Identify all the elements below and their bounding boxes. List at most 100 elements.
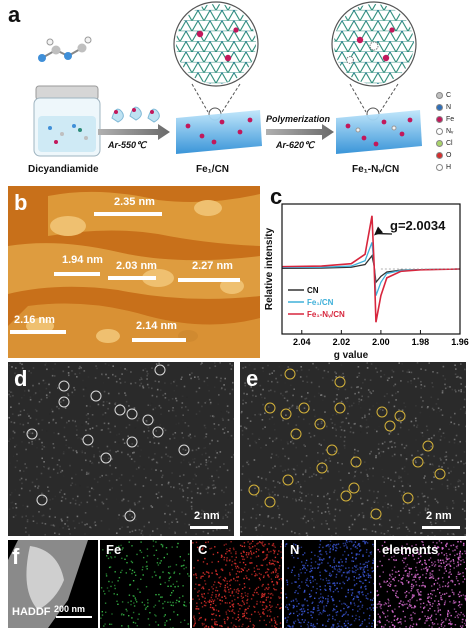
eds-signal-dot <box>412 576 415 578</box>
noise-speck <box>205 459 207 461</box>
eds-signal-dot <box>132 611 135 614</box>
noise-speck <box>403 447 406 449</box>
noise-speck <box>195 413 198 415</box>
eds-signal-dot <box>445 592 448 594</box>
eds-signal-dot <box>293 543 295 545</box>
eds-signal-dot <box>262 608 264 610</box>
noise-speck <box>194 458 196 460</box>
noise-speck <box>424 500 427 503</box>
x-tick-label: 1.98 <box>412 337 430 347</box>
eds-signal-dot <box>215 573 218 575</box>
noise-speck <box>276 520 278 523</box>
eds-signal-dot <box>404 616 406 618</box>
noise-speck <box>244 382 246 384</box>
eds-signal-dot <box>298 621 300 624</box>
eds-signal-dot <box>217 560 220 563</box>
noise-speck <box>246 417 249 419</box>
noise-speck <box>118 441 120 444</box>
eds-signal-dot <box>238 571 241 573</box>
noise-speck <box>87 413 89 415</box>
noise-speck <box>374 428 376 431</box>
noise-speck <box>87 417 90 420</box>
single-atom-marker <box>36 494 48 506</box>
noise-speck <box>450 470 452 473</box>
eds-signal-dot <box>314 579 316 581</box>
noise-speck <box>281 363 284 365</box>
eds-signal-dot <box>312 577 314 579</box>
eds-signal-dot <box>437 611 439 613</box>
noise-speck <box>360 425 363 428</box>
eds-signal-dot <box>106 555 108 557</box>
eds-signal-dot <box>453 562 455 565</box>
eds-signal-dot <box>293 566 295 568</box>
noise-speck <box>356 386 358 389</box>
eds-signal-dot <box>307 604 309 607</box>
noise-speck <box>177 422 180 425</box>
noise-speck <box>205 433 208 435</box>
noise-speck <box>407 381 409 383</box>
eds-signal-dot <box>198 619 200 621</box>
noise-speck <box>339 426 342 428</box>
eds-signal-dot <box>340 610 342 612</box>
eds-signal-dot <box>278 567 280 569</box>
eds-signal-dot <box>224 590 227 592</box>
eds-signal-dot <box>246 570 248 572</box>
eds-signal-dot <box>273 552 275 555</box>
eds-signal-dot <box>232 603 235 605</box>
eds-signal-dot <box>411 587 413 590</box>
noise-speck <box>344 436 346 438</box>
eds-signal-dot <box>267 568 270 571</box>
noise-speck <box>212 415 214 417</box>
noise-speck <box>219 528 221 531</box>
noise-speck <box>417 450 419 452</box>
eds-signal-dot <box>201 593 203 595</box>
eds-signal-dot <box>345 544 347 546</box>
noise-speck <box>187 461 190 464</box>
eds-signal-dot <box>411 583 413 586</box>
eds-signal-dot <box>243 577 245 580</box>
eds-signal-dot <box>228 588 230 591</box>
eds-signal-dot <box>333 543 335 546</box>
eds-signal-dot <box>433 583 435 586</box>
noise-speck <box>22 504 24 507</box>
noise-speck <box>181 402 184 404</box>
noise-speck <box>438 465 440 468</box>
eds-signal-dot <box>371 599 374 601</box>
eds-signal-dot <box>336 547 338 550</box>
eds-signal-dot <box>252 594 254 596</box>
eds-signal-dot <box>429 557 432 559</box>
noise-speck <box>29 417 32 419</box>
single-atom-marker <box>298 402 310 414</box>
eds-signal-dot <box>368 560 370 562</box>
eds-signal-dot <box>406 603 408 605</box>
eds-signal-dot <box>210 596 212 599</box>
noise-speck <box>17 414 20 417</box>
eds-signal-dot <box>432 547 435 549</box>
eds-signal-dot <box>370 553 372 555</box>
eds-signal-dot <box>256 574 258 576</box>
noise-speck <box>322 395 325 397</box>
eds-signal-dot <box>262 576 265 579</box>
noise-speck <box>197 487 199 490</box>
eds-signal-dot <box>269 604 271 606</box>
noise-speck <box>293 468 295 470</box>
noise-speck <box>41 419 44 421</box>
eds-signal-dot <box>359 545 361 547</box>
eds-signal-dot <box>187 623 189 625</box>
noise-speck <box>241 429 244 432</box>
eds-signal-dot <box>205 602 207 604</box>
noise-speck <box>427 504 430 507</box>
eds-signal-dot <box>266 564 268 566</box>
eds-signal-dot <box>359 625 361 627</box>
eds-signal-dot <box>400 549 402 551</box>
noise-speck <box>125 426 128 429</box>
eds-signal-dot <box>114 587 116 590</box>
eds-signal-dot <box>294 552 296 554</box>
noise-speck <box>441 391 444 394</box>
noise-speck <box>187 497 189 499</box>
noise-speck <box>224 509 227 511</box>
eds-signal-dot <box>239 618 241 621</box>
noise-speck <box>454 489 457 491</box>
single-atom-marker <box>334 402 346 414</box>
eds-signal-dot <box>437 546 439 548</box>
